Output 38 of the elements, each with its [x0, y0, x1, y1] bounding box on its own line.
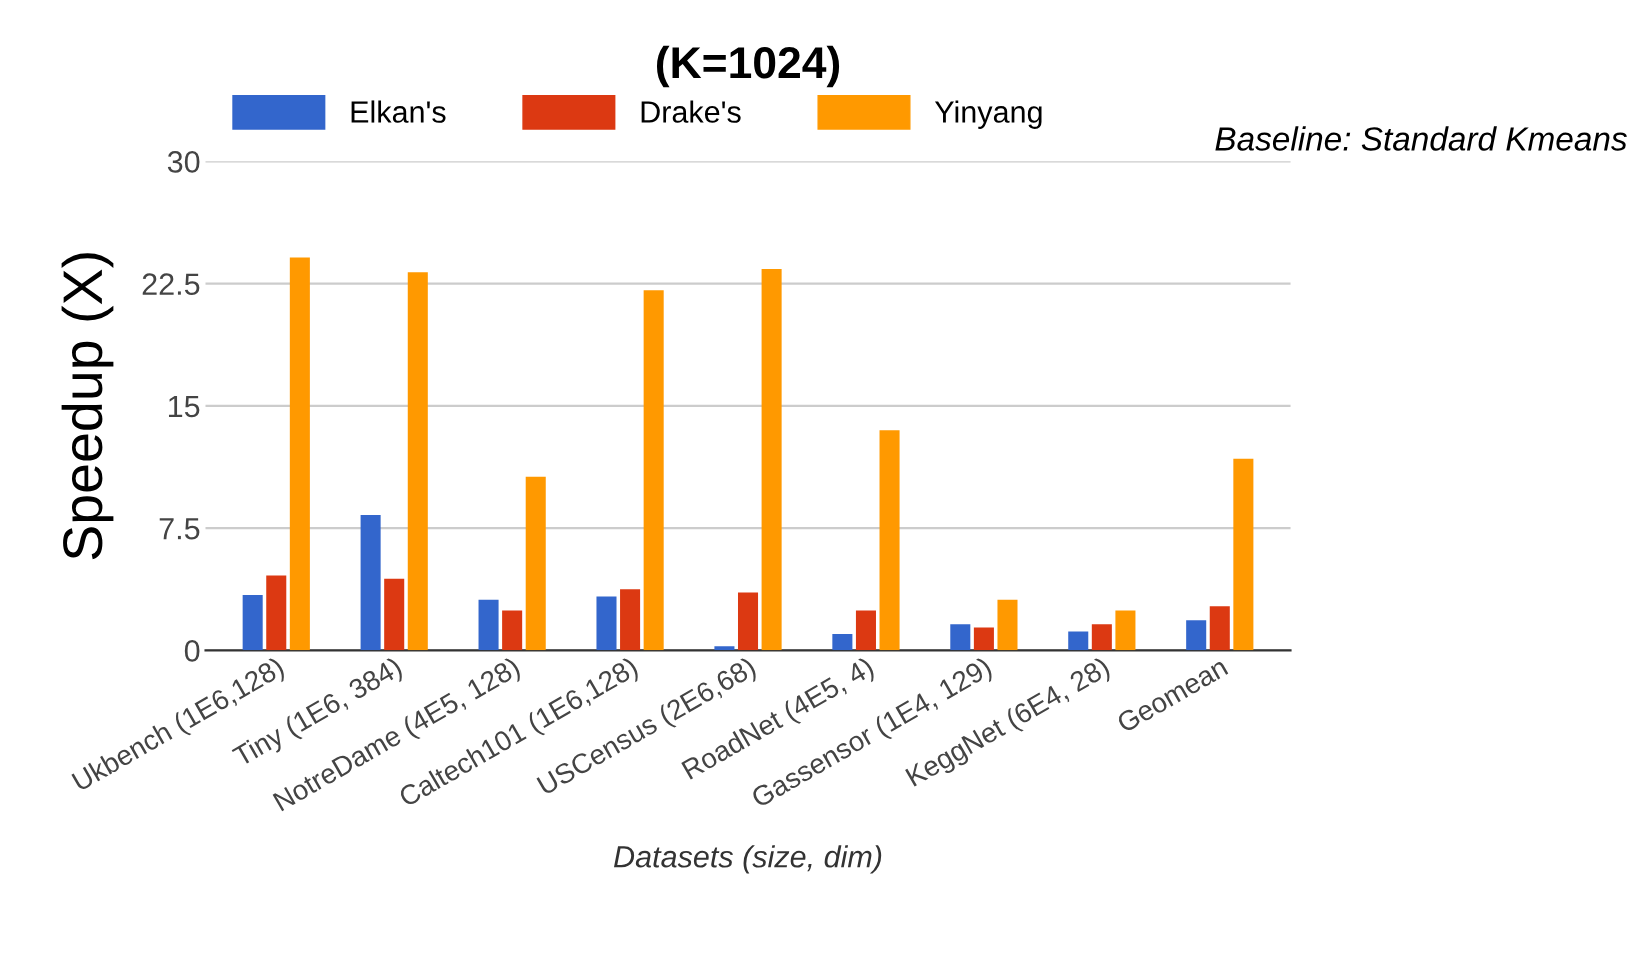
bar: [242, 594, 263, 651]
bar: [738, 592, 759, 651]
bar: [761, 268, 782, 651]
bar: [643, 290, 664, 651]
bar: [879, 430, 900, 651]
bar: [1186, 620, 1207, 651]
bar: [714, 646, 735, 651]
bar: [525, 476, 546, 651]
chart-title: (K=1024): [656, 45, 840, 88]
bar: [1233, 458, 1254, 651]
bar: [289, 257, 310, 651]
bar: [997, 599, 1018, 651]
y-tick-label: 30: [167, 151, 200, 173]
bar: [384, 578, 405, 651]
bar: [620, 589, 641, 651]
legend-label: Yinyang: [934, 100, 1042, 129]
bar: [832, 634, 853, 651]
bar: [266, 575, 287, 651]
bar: [950, 624, 971, 651]
legend-label: Elkan's: [351, 100, 446, 123]
legend-label: Drake's: [641, 100, 741, 123]
text: Baseline: Standard Kmeans: [1215, 126, 1627, 151]
bar: [973, 627, 994, 651]
bar: [1209, 606, 1230, 651]
bar: [855, 610, 876, 651]
y-tick-label: 7.5: [159, 518, 200, 540]
bar: [1091, 624, 1112, 651]
y-tick-label: 22.5: [142, 273, 200, 295]
bar: [596, 596, 617, 651]
x-axis-title: Datasets (size, dim): [613, 845, 882, 874]
bar: [502, 610, 523, 651]
bar: [407, 272, 428, 651]
y-axis-title: Speedup (X): [61, 253, 114, 560]
y-tick-label: 15: [168, 395, 200, 418]
bar: [1068, 631, 1089, 651]
bar: [1115, 610, 1136, 651]
bar: [360, 515, 381, 651]
bar: [478, 599, 499, 651]
